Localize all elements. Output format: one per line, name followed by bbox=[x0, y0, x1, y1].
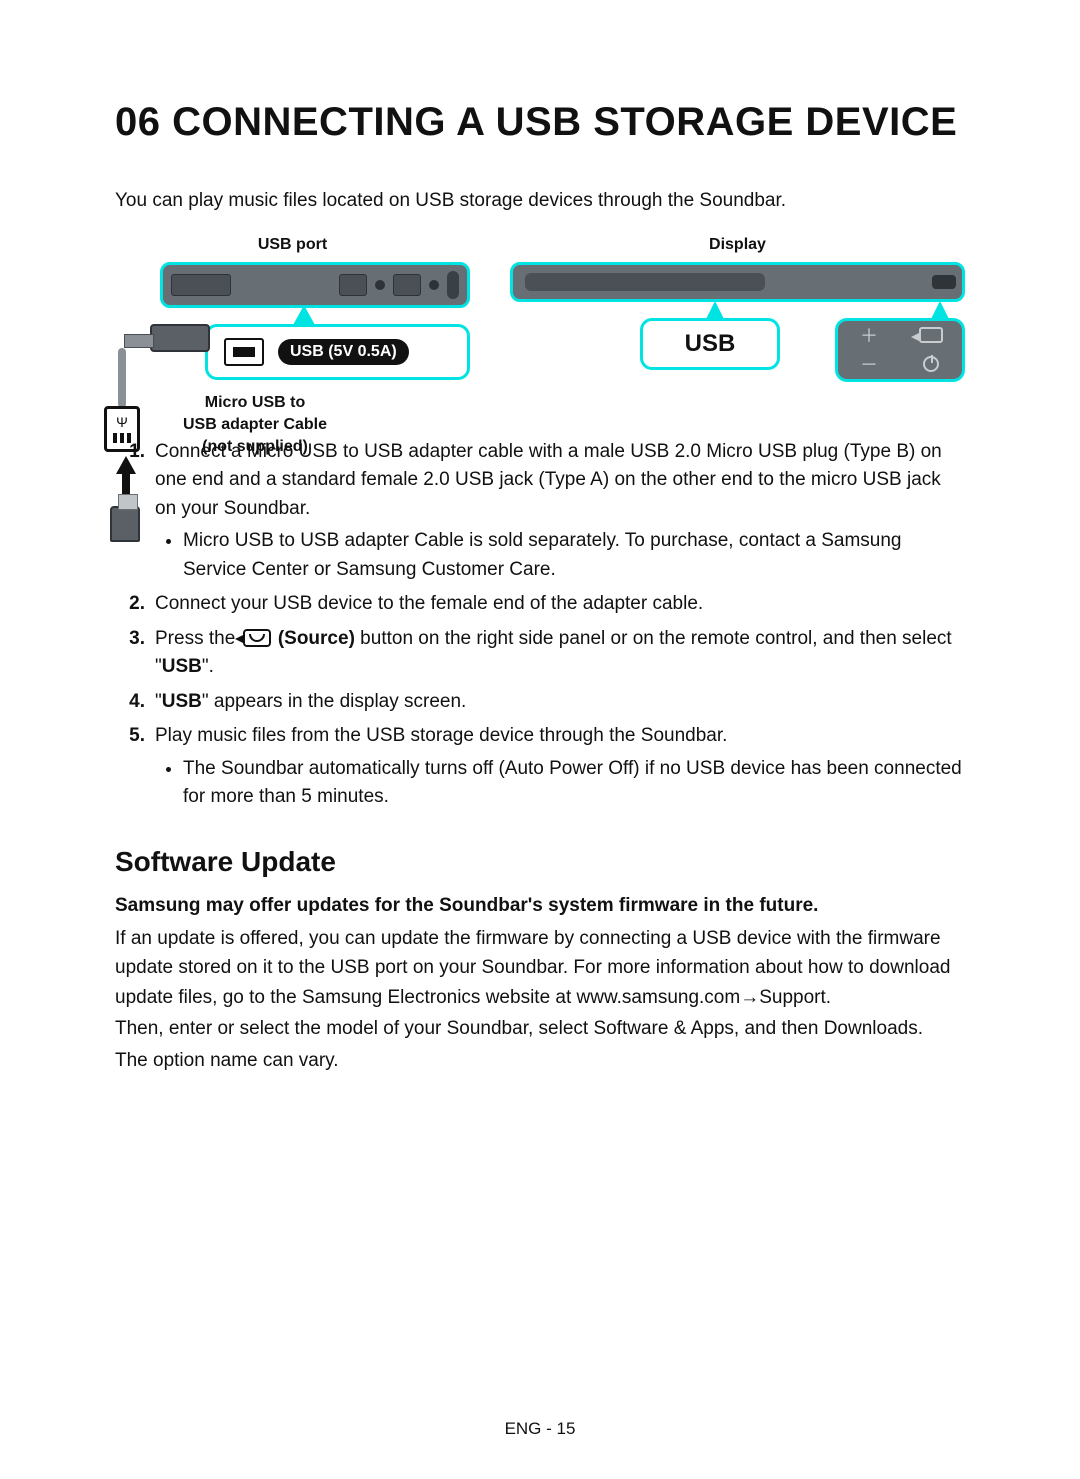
step-number: 1. bbox=[115, 438, 145, 467]
step-text: Play music files from the USB storage de… bbox=[155, 725, 727, 746]
step-4: 4. "USB" appears in the display screen. bbox=[149, 688, 965, 717]
step-text: Connect your USB device to the female en… bbox=[155, 593, 703, 614]
adapter-caption-line: Micro USB to bbox=[165, 392, 345, 414]
adapter-caption-line: USB adapter Cable bbox=[165, 414, 345, 436]
display-callout: USB bbox=[640, 318, 780, 370]
intro-paragraph: You can play music files located on USB … bbox=[115, 187, 965, 216]
step-3: 3. Press the (Source) button on the righ… bbox=[149, 625, 965, 682]
soundbar-front-diagram: USB bbox=[510, 262, 965, 302]
step-number: 2. bbox=[115, 590, 145, 619]
micro-usb-plug-icon bbox=[150, 324, 210, 352]
step-number: 3. bbox=[115, 625, 145, 654]
step-text-pre: Press the bbox=[155, 628, 241, 649]
page-title: 06 CONNECTING A USB STORAGE DEVICE bbox=[115, 100, 965, 145]
software-update-heading: Software Update bbox=[115, 846, 965, 878]
step-text-post2: ". bbox=[202, 656, 214, 677]
control-panel-callout bbox=[835, 318, 965, 382]
page: 06 CONNECTING A USB STORAGE DEVICE You c… bbox=[0, 0, 1080, 1479]
usb-port-callout: USB (5V 0.5A) bbox=[205, 324, 470, 380]
usb-keyword: USB bbox=[162, 656, 202, 677]
source-button-icon bbox=[243, 629, 271, 647]
software-update-p3: The option name can vary. bbox=[115, 1046, 965, 1075]
power-icon bbox=[923, 356, 939, 372]
software-update-bold: Samsung may offer updates for the Soundb… bbox=[115, 892, 965, 921]
step-2: 2. Connect your USB device to the female… bbox=[149, 590, 965, 619]
step-text-pre: " bbox=[155, 691, 162, 712]
step-number: 5. bbox=[115, 722, 145, 751]
step-text-post: " appears in the display screen. bbox=[202, 691, 466, 712]
label-display: Display bbox=[510, 236, 965, 254]
usb-keyword: USB bbox=[162, 691, 202, 712]
soundbar-rear-diagram: USB (5V 0.5A) Ψ Micro USB to USB adapter bbox=[115, 262, 470, 308]
soundbar-front-strip bbox=[510, 262, 965, 302]
steps-list: 1. Connect a Micro USB to USB adapter ca… bbox=[115, 438, 965, 812]
step-1: 1. Connect a Micro USB to USB adapter ca… bbox=[149, 438, 965, 585]
usb-trident-icon: Ψ bbox=[116, 415, 128, 429]
soundbar-rear-strip bbox=[160, 262, 470, 308]
volume-down-icon bbox=[860, 351, 878, 377]
step-number: 4. bbox=[115, 688, 145, 717]
source-label: (Source) bbox=[273, 628, 355, 649]
usb-spec-badge: USB (5V 0.5A) bbox=[278, 339, 409, 365]
step-5: 5. Play music files from the USB storage… bbox=[149, 722, 965, 812]
micro-usb-icon bbox=[224, 338, 264, 366]
source-icon bbox=[919, 327, 943, 343]
figure-area: USB port Display USB (5V 0.5A) bbox=[115, 236, 965, 308]
step-5-bullet: The Soundbar automatically turns off (Au… bbox=[183, 755, 965, 812]
step-text: Connect a Micro USB to USB adapter cable… bbox=[155, 441, 942, 519]
software-update-p2: Then, enter or select the model of your … bbox=[115, 1014, 965, 1043]
step-1-bullet: Micro USB to USB adapter Cable is sold s… bbox=[183, 527, 965, 584]
volume-up-icon bbox=[860, 322, 878, 348]
label-usb-port: USB port bbox=[115, 236, 470, 254]
software-update-p1: If an update is offered, you can update … bbox=[115, 924, 965, 1012]
usb-a-plug-icon bbox=[110, 506, 140, 542]
page-footer: ENG - 15 bbox=[0, 1419, 1080, 1439]
